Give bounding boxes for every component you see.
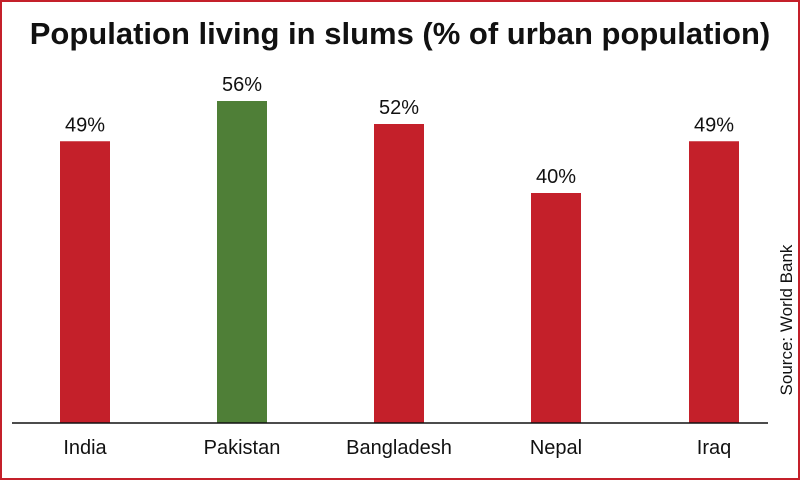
chart-title: Population living in slums (% of urban p… — [29, 16, 771, 51]
category-label-india: India — [63, 437, 107, 459]
bar-iraq — [689, 141, 739, 423]
category-label-pakistan: Pakistan — [204, 437, 281, 459]
category-label-bangladesh: Bangladesh — [346, 437, 452, 459]
value-label-bangladesh: 52% — [379, 97, 419, 119]
labels-layer: 49% India 56% Pakistan 52% Bangladesh 40% Nepal… — [63, 74, 734, 459]
category-label-iraq: Iraq — [697, 437, 731, 459]
bar-pakistan — [217, 101, 267, 423]
bar-nepal — [531, 193, 581, 423]
bars-layer — [60, 101, 739, 423]
category-label-nepal: Nepal — [530, 437, 582, 459]
value-label-india: 49% — [65, 114, 105, 136]
value-label-nepal: 40% — [536, 166, 576, 188]
bar-india — [60, 141, 110, 423]
bar-bangladesh — [374, 124, 424, 423]
value-label-iraq: 49% — [694, 114, 734, 136]
value-label-pakistan: 56% — [222, 74, 262, 96]
